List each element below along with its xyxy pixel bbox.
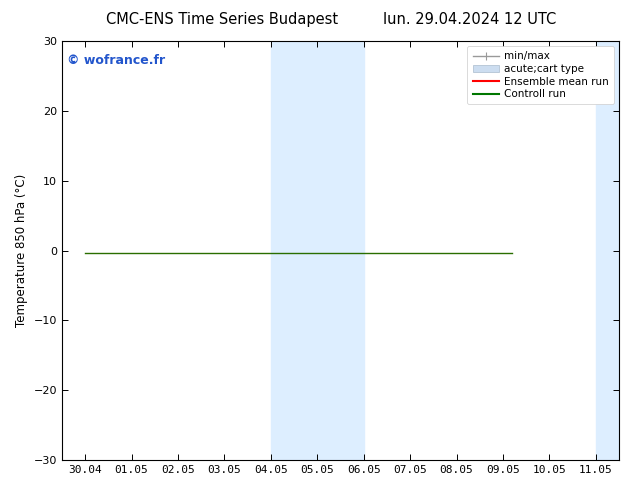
Text: lun. 29.04.2024 12 UTC: lun. 29.04.2024 12 UTC [382, 12, 556, 27]
Bar [271, 41, 317, 460]
Text: © wofrance.fr: © wofrance.fr [67, 53, 165, 67]
Text: CMC-ENS Time Series Budapest: CMC-ENS Time Series Budapest [106, 12, 338, 27]
Bar [317, 41, 364, 460]
Legend: min/max, acute;cart type, Ensemble mean run, Controll run: min/max, acute;cart type, Ensemble mean … [467, 46, 614, 104]
Bar [596, 41, 634, 460]
Y-axis label: Temperature 850 hPa (°C): Temperature 850 hPa (°C) [15, 174, 28, 327]
